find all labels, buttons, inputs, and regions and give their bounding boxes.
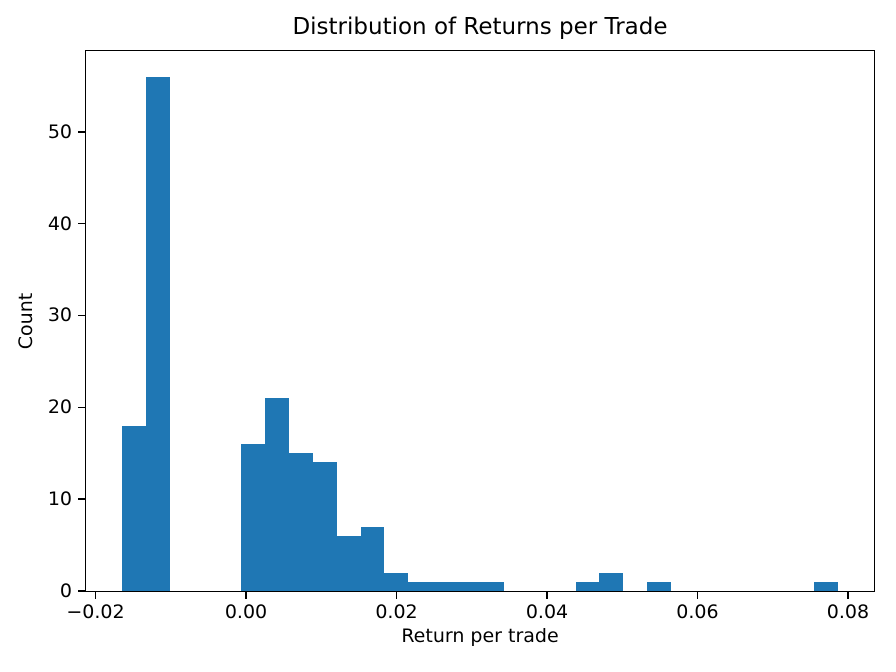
histogram-bar xyxy=(599,572,624,591)
histogram-bar xyxy=(288,453,313,591)
histogram-bar xyxy=(408,581,433,591)
y-tick-mark xyxy=(78,406,85,409)
x-tick-mark xyxy=(395,592,398,599)
x-tick-label: 0.00 xyxy=(224,601,268,623)
histogram-bar xyxy=(312,462,337,591)
y-tick-mark xyxy=(78,131,85,133)
x-tick-mark xyxy=(245,592,247,599)
y-tick-label: 40 xyxy=(47,212,72,235)
histogram-bar xyxy=(265,398,289,591)
x-tick-label: 0.02 xyxy=(375,601,418,623)
histogram-bar xyxy=(121,425,146,591)
y-tick-label: 50 xyxy=(47,120,72,143)
histogram-bar xyxy=(145,76,170,591)
y-tick-mark xyxy=(78,314,85,317)
y-tick-mark xyxy=(78,590,85,592)
x-tick-mark xyxy=(847,592,849,599)
x-tick-mark xyxy=(546,592,548,599)
x-tick-label: −0.02 xyxy=(66,601,125,623)
y-tick-mark xyxy=(78,498,85,500)
y-tick-label: 0 xyxy=(59,580,72,602)
histogram-bar xyxy=(241,444,266,591)
x-tick-mark xyxy=(696,592,699,599)
histogram-bar xyxy=(480,581,504,591)
histogram-bar xyxy=(384,572,409,591)
y-tick-label: 30 xyxy=(47,304,72,327)
histogram-bar xyxy=(336,535,361,591)
histogram-bar xyxy=(360,526,385,591)
x-tick-mark xyxy=(94,592,97,599)
histogram-bar xyxy=(814,581,839,591)
y-tick-label: 10 xyxy=(47,488,72,511)
plot-area xyxy=(85,50,875,592)
x-tick-label: 0.08 xyxy=(826,601,870,623)
histogram-bar xyxy=(432,581,457,591)
histogram-bar xyxy=(575,581,600,591)
y-tick-label: 20 xyxy=(47,396,72,419)
x-tick-label: 0.06 xyxy=(676,601,719,623)
x-tick-label: 0.04 xyxy=(525,601,569,623)
histogram-bar xyxy=(647,581,672,591)
chart-title: Distribution of Returns per Trade xyxy=(292,14,668,40)
x-axis-label: Return per trade xyxy=(401,625,559,647)
y-tick-mark xyxy=(78,222,85,225)
histogram-bar xyxy=(456,581,480,591)
